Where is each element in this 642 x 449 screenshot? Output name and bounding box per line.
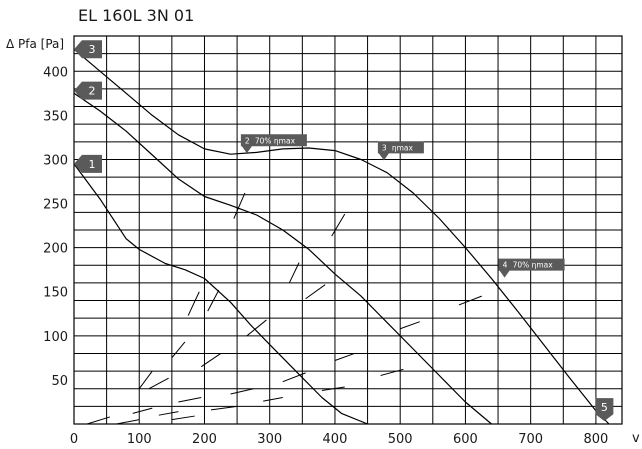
system-line-dash (321, 386, 345, 391)
curve-tag-label: 1 (89, 158, 96, 171)
y-tick-label: 100 (43, 330, 68, 345)
efficiency-line-dash (288, 262, 300, 284)
curve-tag-2 (74, 81, 102, 100)
x-axis-label: v (632, 431, 640, 446)
annotation-text: 70% ηmax (513, 261, 554, 270)
y-tick-label: 350 (43, 109, 68, 124)
y-tick-label: 300 (43, 153, 68, 168)
system-line-dash (200, 353, 222, 368)
chart-title: EL 160L 3N 01 (78, 6, 194, 25)
y-tick-labels: 50 100 150 200 250 300 350 400 (43, 65, 68, 389)
system-line-dash (305, 284, 326, 300)
system-line-dash (246, 319, 267, 337)
x-tick-label: 0 (70, 432, 78, 447)
efficiency-annotations: 2 70% ηmax 3 ηmax 4 70% ηmax (240, 134, 565, 278)
curve-number-tags: 3 2 1 5 (74, 40, 614, 422)
curve-2 (73, 92, 492, 425)
annotation-text: 70% ηmax (255, 136, 296, 145)
system-line-dash (178, 397, 202, 403)
system-line-dash (400, 321, 420, 330)
curve-tag-5 (595, 398, 614, 422)
x-tick-labels: 0 100 200 300 400 500 600 700 800 (70, 432, 608, 447)
system-line-dash (148, 377, 169, 390)
annotation-number: 3 (382, 143, 387, 152)
curve-tag-label: 2 (89, 85, 96, 98)
system-line-dash (282, 372, 306, 383)
system-line-dash (230, 388, 254, 395)
annotation-number: 4 (503, 261, 508, 270)
plot-frame (73, 35, 623, 425)
annotation-marker (377, 141, 424, 161)
efficiency-line-dash (171, 341, 186, 359)
curve-tag-3 (74, 40, 102, 59)
x-tick-label: 600 (453, 432, 478, 447)
annotation-text: ηmax (392, 143, 414, 152)
system-pressure-lines (86, 284, 482, 425)
grid-lines (73, 35, 623, 425)
y-tick-label: 400 (43, 65, 68, 80)
curve-3 (73, 48, 610, 425)
y-tick-label: 250 (43, 198, 68, 213)
efficiency-line-dash (233, 192, 246, 219)
efficiency-lines (138, 192, 346, 390)
x-tick-label: 700 (518, 432, 543, 447)
system-line-dash (458, 295, 482, 306)
system-line-dash (171, 415, 195, 421)
system-line-dash (263, 397, 283, 402)
y-axis-label: Δ Pfa [Pa] (6, 37, 64, 51)
y-tick-label: 50 (51, 374, 68, 389)
fan-curves (73, 48, 610, 425)
annotation-marker (240, 134, 307, 154)
x-tick-label: 100 (127, 432, 152, 447)
x-tick-label: 200 (192, 432, 217, 447)
curve-tag-1 (74, 154, 102, 173)
system-line-dash (132, 407, 153, 414)
efficiency-line-dash (187, 291, 200, 316)
annotation-number: 2 (245, 136, 250, 145)
system-line-dash (334, 352, 355, 361)
curve-tag-label: 5 (601, 401, 608, 414)
x-tick-label: 800 (583, 432, 608, 447)
system-line-dash (210, 405, 238, 411)
annotation-marker (498, 258, 565, 278)
efficiency-line-dash (331, 213, 346, 237)
x-tick-label: 400 (323, 432, 348, 447)
y-tick-label: 150 (43, 286, 68, 301)
x-tick-label: 300 (257, 432, 282, 447)
y-tick-label: 200 (43, 242, 68, 257)
system-line-dash (380, 368, 404, 376)
curve-tag-label: 3 (89, 43, 96, 56)
system-line-dash (116, 419, 140, 425)
system-line-dash (86, 416, 111, 425)
efficiency-line-dash (138, 370, 153, 390)
x-tick-label: 500 (388, 432, 413, 447)
efficiency-line-dash (207, 289, 220, 312)
curve-1 (73, 163, 368, 425)
system-line-dash (158, 411, 179, 416)
